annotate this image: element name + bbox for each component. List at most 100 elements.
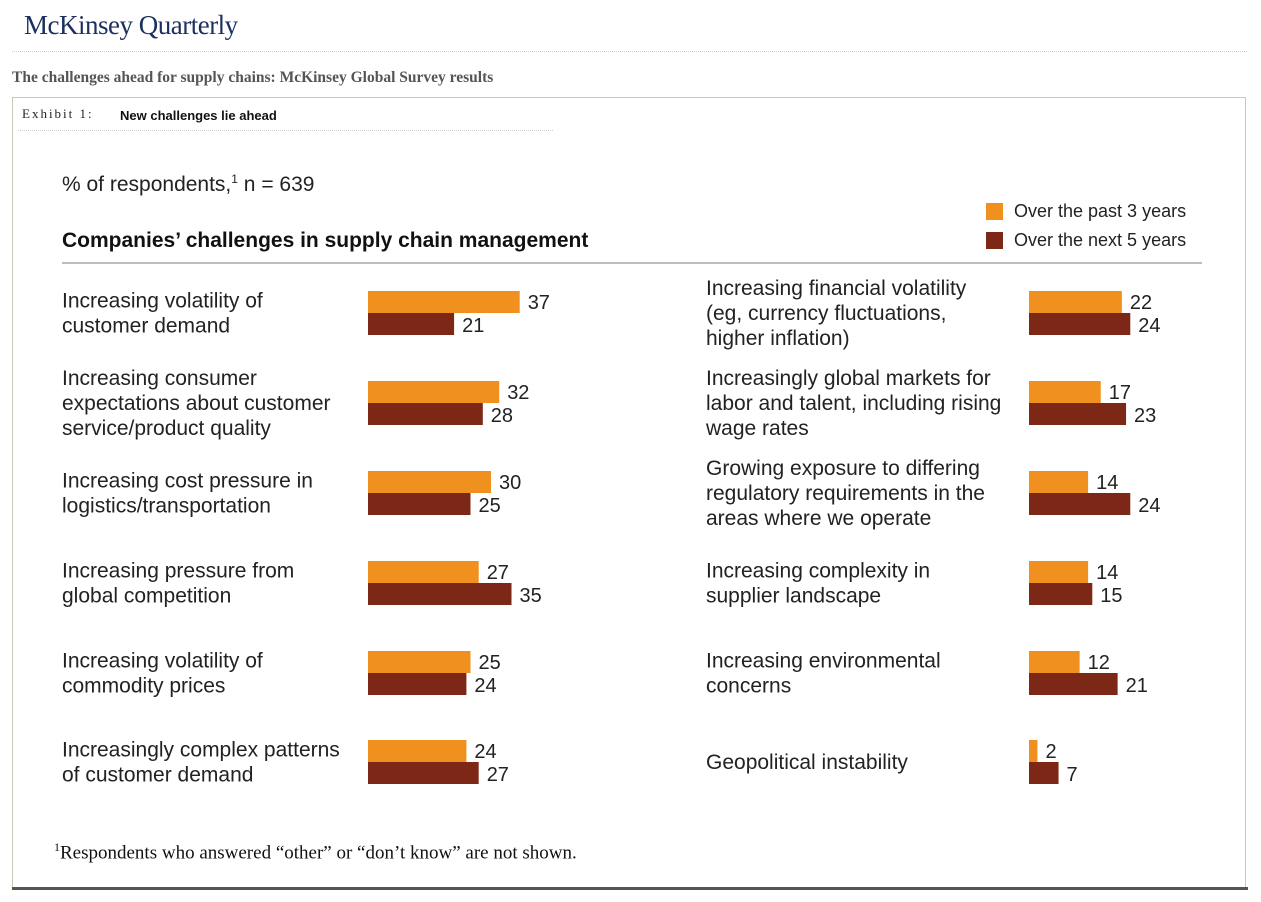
legend-label-past: Over the past 3 years [1014,201,1187,221]
value-label-next: 21 [462,315,484,337]
value-label-next: 24 [474,675,496,697]
category-label: Increasing volatility of commodity prices [62,650,263,698]
subtitle-sample-size: n = 639 [237,173,315,196]
value-label-next: 21 [1126,675,1148,697]
value-label-past: 22 [1130,292,1152,314]
bar-next-5-years [1029,762,1059,784]
value-label-next: 27 [487,764,509,786]
category-label-line: Increasing financial volatility [706,277,967,300]
value-label-past: 27 [487,562,509,584]
category-label-line: service/product quality [62,417,271,440]
value-label-past: 2 [1045,741,1056,763]
value-label-past: 14 [1096,472,1118,494]
category-label-line: Increasing cost pressure in [62,470,313,493]
value-label-next: 7 [1067,764,1078,786]
bar-next-5-years [1029,403,1127,425]
bar-next-5-years [1029,673,1118,695]
value-label-past: 25 [479,652,501,674]
category-label: Growing exposure to differing regulatory … [706,457,985,530]
category-label-line: Increasingly complex patterns [62,739,340,762]
value-label-next: 24 [1138,315,1160,337]
header-divider [12,51,1247,52]
value-label-past: 14 [1096,562,1118,584]
value-label-past: 12 [1088,652,1110,674]
category-label: Increasing pressure from global competiti… [62,560,294,608]
category-label: Increasing consumer expectations about cu… [62,367,331,440]
chart-title: Companies’ challenges in supply chain ma… [62,229,589,252]
category-label-line: Increasing pressure from [62,560,294,583]
category-label-line: higher inflation) [706,327,850,350]
footnote-text: Respondents who answered “other” or “don… [60,842,577,864]
category-label: Increasingly global markets for labor and… [705,367,1001,440]
category-label-line: Increasing consumer [62,367,257,390]
category-label-line: regulatory requirements in the [706,482,985,505]
subtitle-text: % of respondents, [62,173,232,196]
subtitle-footnote-marker: 1 [231,172,238,186]
category-label-line: labor and talent, including rising [706,392,1001,415]
value-label-past: 30 [499,472,521,494]
category-label: Increasing cost pressure in logistics/tra… [62,470,313,518]
exhibit-frame-bottom-rule [12,887,1248,890]
bar-past-3-years [1029,291,1122,313]
chart-title-divider [62,262,1202,264]
exhibit-label: Exhibit 1: [22,106,94,121]
category-label-line: commodity prices [62,675,225,698]
bar-past-3-years [1029,740,1038,762]
bar-past-3-years [368,471,491,493]
category-label-line: Increasingly global markets for [706,367,991,390]
category-label-line: global competition [62,585,231,608]
value-label-next: 28 [491,405,513,427]
category-label-line: wage rates [705,417,809,440]
value-label-past: 32 [507,382,529,404]
category-label-line: Increasing complexity in [706,560,930,583]
category-label-line: Increasing environmental [706,650,941,673]
category-label-line: Increasing volatility of [62,650,263,673]
legend-swatch-next [986,232,1003,249]
bar-next-5-years [368,762,479,784]
bar-past-3-years [368,381,500,403]
value-label-past: 17 [1109,382,1131,404]
category-label: Increasing financial volatility (eg, curr… [706,277,967,350]
category-label-line: concerns [706,675,791,698]
category-label-line: of customer demand [62,764,253,787]
bar-next-5-years [368,583,512,605]
brand-logo[interactable]: McKinsey Quarterly [24,10,238,40]
legend-item-past: Over the past 3 years [986,201,1186,222]
bar-past-3-years [1029,471,1089,493]
value-label-next: 25 [479,495,501,517]
exhibit-title: New challenges lie ahead [120,108,277,123]
legend-label-next: Over the next 5 years [1014,230,1187,250]
category-label: Increasing complexity in supplier landsca… [706,560,930,608]
value-label-next: 15 [1100,585,1122,607]
bar-next-5-years [368,403,483,425]
category-label: Increasing volatility of customer demand [62,290,263,338]
category-label-line: Increasing volatility of [62,290,263,313]
category-label-line: (eg, currency fluctuations, [706,302,946,325]
category-label-line: logistics/transportation [62,495,271,518]
bar-past-3-years [1029,381,1101,403]
bar-past-3-years [1029,561,1089,583]
category-label-line: expectations about customer [62,392,331,415]
chart-subtitle: % of respondents,1 n = 639 [62,172,314,197]
bar-next-5-years [1029,313,1131,335]
bar-next-5-years [368,673,467,695]
bar-past-3-years [1029,651,1080,673]
category-label: Increasingly complex patterns of customer… [62,739,340,787]
report-title: The challenges ahead for supply chains: … [12,69,494,86]
legend-item-next: Over the next 5 years [986,230,1186,251]
bar-past-3-years [368,291,520,313]
value-label-next: 35 [520,585,542,607]
value-label-next: 23 [1134,405,1156,427]
category-label-line: customer demand [62,315,230,338]
category-label-line: areas where we operate [706,507,931,530]
category-label-line: Growing exposure to differing [706,457,980,480]
bar-past-3-years [368,561,479,583]
category-label-line: Geopolitical instability [706,751,908,774]
value-label-next: 24 [1138,495,1160,517]
bar-next-5-years [1029,583,1093,605]
bar-next-5-years [368,493,471,515]
bar-past-3-years [368,740,467,762]
value-label-past: 37 [528,292,550,314]
exhibit-divider [18,130,553,131]
